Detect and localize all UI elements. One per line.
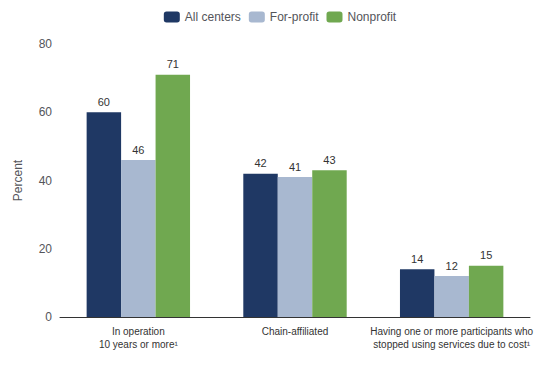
svg-text:10 years or more¹: 10 years or more¹ xyxy=(99,339,179,350)
svg-text:stopped using services due to: stopped using services due to cost¹ xyxy=(373,339,530,350)
svg-text:For-profit: For-profit xyxy=(270,10,319,24)
svg-text:Having one or more participant: Having one or more participants who xyxy=(370,326,533,337)
svg-text:40: 40 xyxy=(39,174,53,188)
svg-text:Percent: Percent xyxy=(11,159,25,201)
svg-text:14: 14 xyxy=(411,253,423,265)
svg-text:15: 15 xyxy=(480,249,492,261)
svg-text:41: 41 xyxy=(289,161,301,173)
svg-text:60: 60 xyxy=(98,96,110,108)
svg-text:0: 0 xyxy=(45,310,52,324)
svg-text:42: 42 xyxy=(254,157,266,169)
svg-text:Chain-affiliated: Chain-affiliated xyxy=(262,326,329,337)
svg-text:71: 71 xyxy=(167,58,179,70)
svg-text:All centers: All centers xyxy=(185,10,241,24)
svg-text:60: 60 xyxy=(39,105,53,119)
svg-text:Nonprofit: Nonprofit xyxy=(348,10,397,24)
svg-text:46: 46 xyxy=(132,144,144,156)
svg-text:80: 80 xyxy=(39,37,53,51)
svg-text:20: 20 xyxy=(39,242,53,256)
svg-text:In operation: In operation xyxy=(112,326,165,337)
svg-text:43: 43 xyxy=(323,154,335,166)
svg-text:12: 12 xyxy=(446,260,458,272)
